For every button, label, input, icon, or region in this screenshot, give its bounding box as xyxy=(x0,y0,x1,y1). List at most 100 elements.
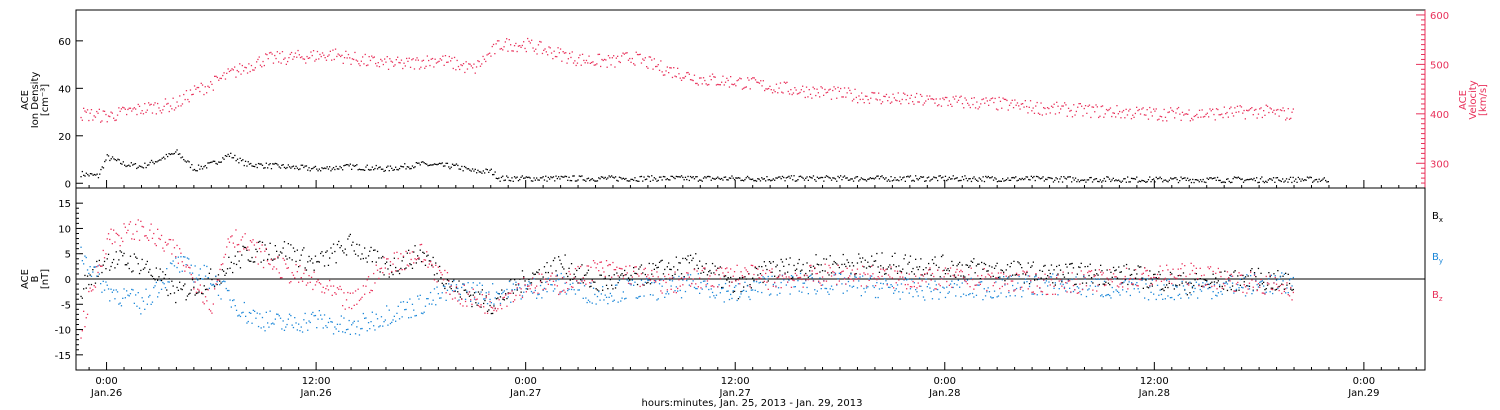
bz-point xyxy=(106,238,108,240)
velocity-point xyxy=(706,84,709,86)
density-point xyxy=(511,177,513,179)
bz-point xyxy=(852,280,855,282)
density-point xyxy=(545,175,547,177)
density-point xyxy=(191,164,193,166)
bx-point xyxy=(583,274,586,276)
velocity-point xyxy=(1185,113,1188,115)
bz-point xyxy=(1163,279,1165,281)
density-point xyxy=(208,162,210,164)
density-point xyxy=(824,176,826,178)
velocity-point xyxy=(1181,111,1184,113)
density-point xyxy=(638,180,640,182)
velocity-point xyxy=(163,105,165,107)
density-point xyxy=(128,164,130,166)
by-point xyxy=(1238,287,1240,289)
by-point xyxy=(699,292,701,294)
bz-point xyxy=(777,276,780,278)
by-point xyxy=(444,285,446,288)
by-point xyxy=(630,284,632,286)
by-point xyxy=(1229,286,1231,289)
velocity-point xyxy=(756,81,758,83)
bx-point xyxy=(142,268,145,270)
velocity-point xyxy=(89,112,91,114)
bz-point xyxy=(625,265,627,268)
by-point xyxy=(679,289,681,292)
bz-point xyxy=(678,279,680,281)
velocity-point xyxy=(850,92,852,94)
bz-point xyxy=(1278,289,1280,292)
velocity-point xyxy=(267,58,269,60)
bx-point xyxy=(762,281,764,284)
by-point xyxy=(693,286,696,289)
bx-point xyxy=(162,271,164,273)
bz-point xyxy=(1279,284,1282,287)
density-point xyxy=(173,152,175,155)
velocity-point xyxy=(579,54,581,56)
bx-point xyxy=(459,296,461,298)
by-point xyxy=(918,277,921,279)
bz-point xyxy=(1074,289,1076,291)
by-point xyxy=(854,276,856,278)
density-point xyxy=(1246,178,1249,181)
density-point xyxy=(1140,180,1142,183)
bx-point xyxy=(574,276,577,278)
by-point xyxy=(229,299,231,301)
density-point xyxy=(869,177,871,179)
by-point xyxy=(997,295,1000,297)
velocity-point xyxy=(1281,109,1283,112)
velocity-point xyxy=(494,53,496,55)
by-point xyxy=(305,322,308,324)
density-point xyxy=(872,177,874,179)
velocity-point xyxy=(883,95,885,97)
velocity-point xyxy=(1168,111,1170,113)
bz-point xyxy=(850,278,852,280)
bx-point xyxy=(1087,265,1089,268)
density-point xyxy=(380,168,383,170)
velocity-point xyxy=(1183,114,1185,116)
bz-point xyxy=(573,277,575,279)
bz-point xyxy=(287,267,289,269)
bz-point xyxy=(1047,293,1049,295)
velocity-point xyxy=(1194,115,1197,117)
by-point xyxy=(184,256,186,258)
bx-point xyxy=(713,272,715,274)
bx-point xyxy=(957,263,959,265)
by-point xyxy=(798,290,800,292)
density-point xyxy=(708,175,710,178)
density-point xyxy=(859,179,861,181)
velocity-point xyxy=(840,87,842,90)
bx-point xyxy=(953,274,956,276)
bx-point xyxy=(228,256,230,258)
bz-point xyxy=(384,267,386,269)
density-point xyxy=(93,173,96,176)
by-point xyxy=(865,287,868,289)
bx-point xyxy=(527,288,529,290)
density-point xyxy=(1231,181,1233,183)
by-point xyxy=(463,283,465,285)
bz-point xyxy=(924,273,926,275)
bx-point xyxy=(1031,265,1033,267)
bx-point xyxy=(362,257,364,260)
velocity-point xyxy=(398,61,400,64)
bx-point xyxy=(563,268,565,270)
bz-point xyxy=(903,278,905,280)
bz-point xyxy=(737,279,740,281)
bz-point xyxy=(136,230,138,233)
by-point xyxy=(818,281,820,283)
bx-point xyxy=(640,264,643,266)
bz-point xyxy=(1015,272,1018,274)
by-point xyxy=(144,308,146,310)
density-point xyxy=(132,164,134,166)
by-point xyxy=(675,286,677,288)
velocity-point xyxy=(160,112,163,114)
bx-point xyxy=(872,264,874,266)
by-point xyxy=(581,279,583,282)
by-point xyxy=(547,277,549,279)
bz-point xyxy=(990,276,992,278)
bz-point xyxy=(132,233,134,235)
density-point xyxy=(668,179,670,181)
bz-point xyxy=(636,273,639,275)
density-point xyxy=(1272,177,1275,179)
by-point xyxy=(889,286,891,289)
by-point xyxy=(741,290,743,292)
